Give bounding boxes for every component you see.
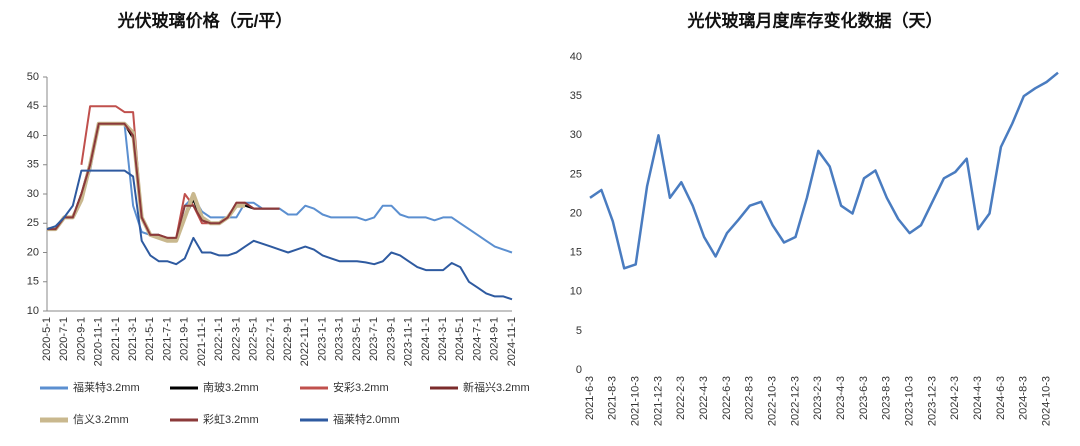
x-tick-label: 2024-4-3 — [972, 376, 984, 420]
series-line — [47, 122, 280, 242]
y-tick-label: 50 — [27, 71, 39, 83]
y-tick-label: 40 — [570, 51, 582, 63]
x-tick-label: 2024-10-3 — [1040, 376, 1052, 426]
legend-label: 福莱特3.2mm — [73, 380, 140, 394]
x-tick-label: 2023-11-1 — [403, 317, 415, 366]
y-tick-label: 15 — [570, 247, 582, 259]
legend-label: 安彩3.2mm — [333, 380, 389, 394]
series-line — [47, 122, 280, 239]
x-tick-label: 2021-6-3 — [584, 376, 596, 420]
legend-label: 南玻3.2mm — [203, 381, 259, 394]
x-tick-label: 2022-12-3 — [789, 376, 801, 426]
y-tick-label: 35 — [27, 159, 39, 171]
series-line — [47, 122, 513, 254]
y-tick-label: 10 — [570, 286, 582, 298]
x-tick-label: 2021-9-1 — [179, 317, 191, 361]
x-tick-label: 2023-1-1 — [316, 317, 328, 361]
chart-title: 光伏玻璃月度库存变化数据（天） — [687, 10, 943, 30]
x-tick-label: 2020-11-1 — [93, 317, 105, 366]
x-tick-label: 2021-5-1 — [144, 317, 156, 361]
x-tick-label: 2020-9-1 — [75, 317, 87, 361]
x-tick-label: 2023-8-3 — [881, 376, 893, 420]
x-tick-label: 2024-3-1 — [437, 317, 449, 361]
x-tick-label: 2022-7-1 — [265, 317, 277, 361]
y-tick-label: 5 — [576, 325, 582, 337]
x-tick-label: 2022-6-3 — [721, 376, 733, 420]
x-tick-label: 2022-9-1 — [282, 317, 294, 361]
x-tick-label: 2022-2-3 — [675, 376, 687, 420]
x-tick-label: 2021-10-3 — [630, 376, 642, 426]
x-tick-label: 2022-10-3 — [767, 376, 779, 426]
x-tick-label: 2024-6-3 — [995, 376, 1007, 420]
y-tick-label: 30 — [570, 129, 582, 141]
x-tick-label: 2023-5-1 — [351, 317, 363, 361]
x-tick-label: 2024-11-1 — [506, 317, 518, 366]
x-tick-label: 2021-8-3 — [607, 376, 619, 420]
legend-label: 新福兴3.2mm — [463, 380, 530, 394]
y-tick-label: 0 — [576, 364, 582, 376]
series-line — [589, 71, 1059, 270]
x-tick-label: 2022-8-3 — [744, 376, 756, 420]
x-tick-label: 2022-1-1 — [213, 317, 225, 361]
x-tick-label: 2023-3-1 — [334, 317, 346, 361]
x-tick-label: 2021-12-3 — [652, 376, 664, 426]
y-tick-label: 30 — [27, 188, 39, 200]
x-tick-label: 2024-2-3 — [949, 376, 961, 420]
y-tick-label: 25 — [570, 168, 582, 180]
x-tick-label: 2020-5-1 — [41, 317, 53, 361]
x-tick-label: 2024-7-1 — [471, 317, 483, 361]
legend-label: 信义3.2mm — [73, 413, 129, 426]
x-tick-label: 2024-1-1 — [420, 317, 432, 361]
x-tick-label: 2023-12-3 — [926, 376, 938, 426]
y-tick-label: 10 — [27, 305, 39, 317]
x-tick-label: 2024-5-1 — [454, 317, 466, 361]
x-tick-label: 2021-3-1 — [127, 317, 139, 361]
x-tick-label: 2023-6-3 — [858, 376, 870, 420]
chart-title: 光伏玻璃价格（元/平） — [117, 10, 293, 30]
x-tick-label: 2023-2-3 — [812, 376, 824, 420]
x-tick-label: 2023-7-1 — [368, 317, 380, 361]
x-tick-label: 2021-11-1 — [196, 317, 208, 366]
y-tick-label: 45 — [27, 100, 39, 112]
x-tick-label: 2022-5-1 — [248, 317, 260, 361]
x-tick-label: 2023-4-3 — [835, 376, 847, 420]
x-tick-label: 2024-8-3 — [1018, 376, 1030, 420]
y-tick-label: 15 — [27, 276, 39, 288]
series-line — [46, 169, 513, 301]
legend-label: 彩虹3.2mm — [203, 413, 259, 426]
y-tick-label: 20 — [27, 246, 39, 258]
x-tick-label: 2021-1-1 — [110, 317, 122, 361]
x-tick-label: 2020-7-1 — [58, 317, 70, 361]
y-tick-label: 40 — [27, 129, 39, 141]
legend-label: 福莱特2.0mm — [333, 412, 400, 426]
y-tick-label: 25 — [27, 217, 39, 229]
y-tick-label: 20 — [570, 207, 582, 219]
x-tick-label: 2023-10-3 — [904, 376, 916, 426]
x-tick-label: 2022-11-1 — [299, 317, 311, 366]
x-tick-label: 2024-9-1 — [489, 317, 501, 361]
x-tick-label: 2022-4-3 — [698, 376, 710, 420]
x-tick-label: 2023-9-1 — [385, 317, 397, 361]
x-tick-label: 2022-3-1 — [230, 317, 242, 361]
y-tick-label: 35 — [570, 90, 582, 102]
x-tick-label: 2021-7-1 — [161, 317, 173, 361]
